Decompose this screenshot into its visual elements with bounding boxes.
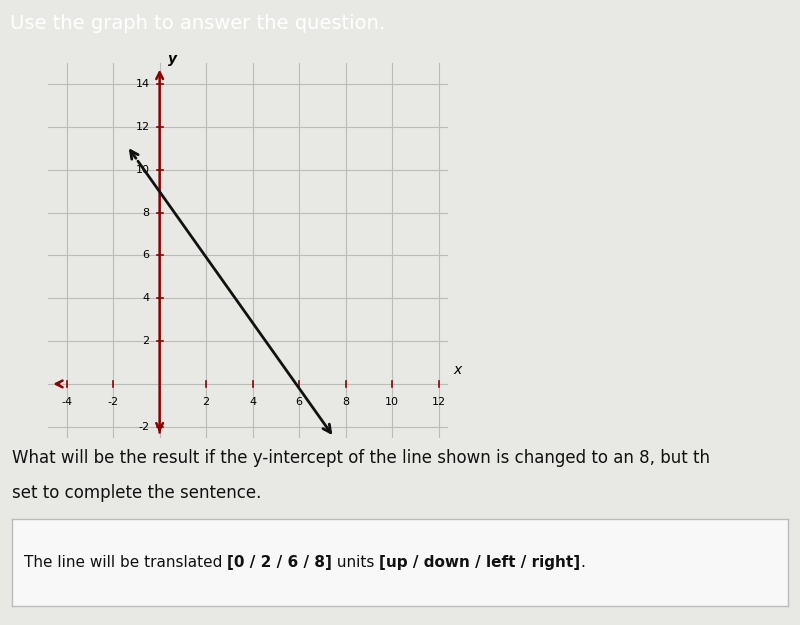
Text: [up / down / left / right]: [up / down / left / right] bbox=[379, 555, 580, 570]
Text: 12: 12 bbox=[432, 398, 446, 408]
Text: -4: -4 bbox=[61, 398, 72, 408]
Text: 6: 6 bbox=[296, 398, 302, 408]
Text: 4: 4 bbox=[249, 398, 256, 408]
Text: 14: 14 bbox=[136, 79, 150, 89]
Text: [0 / 2 / 6 / 8]: [0 / 2 / 6 / 8] bbox=[227, 555, 332, 570]
Text: 6: 6 bbox=[142, 251, 150, 261]
Text: 10: 10 bbox=[136, 164, 150, 174]
Text: The line will be translated: The line will be translated bbox=[24, 555, 227, 570]
Text: set to complete the sentence.: set to complete the sentence. bbox=[12, 484, 262, 502]
Text: .: . bbox=[580, 555, 585, 570]
Text: 4: 4 bbox=[142, 293, 150, 303]
Text: -2: -2 bbox=[107, 398, 118, 408]
Text: 8: 8 bbox=[342, 398, 350, 408]
Text: x: x bbox=[454, 364, 462, 378]
Text: 2: 2 bbox=[142, 336, 150, 346]
Text: What will be the result if the y-intercept of the line shown is changed to an 8,: What will be the result if the y-interce… bbox=[12, 449, 710, 467]
Text: 10: 10 bbox=[385, 398, 399, 408]
Text: 8: 8 bbox=[142, 208, 150, 217]
Text: units: units bbox=[332, 555, 379, 570]
Text: 12: 12 bbox=[136, 122, 150, 132]
Text: 2: 2 bbox=[202, 398, 210, 408]
Text: y: y bbox=[168, 52, 177, 66]
Text: -2: -2 bbox=[138, 422, 150, 432]
Text: Use the graph to answer the question.: Use the graph to answer the question. bbox=[10, 14, 385, 33]
